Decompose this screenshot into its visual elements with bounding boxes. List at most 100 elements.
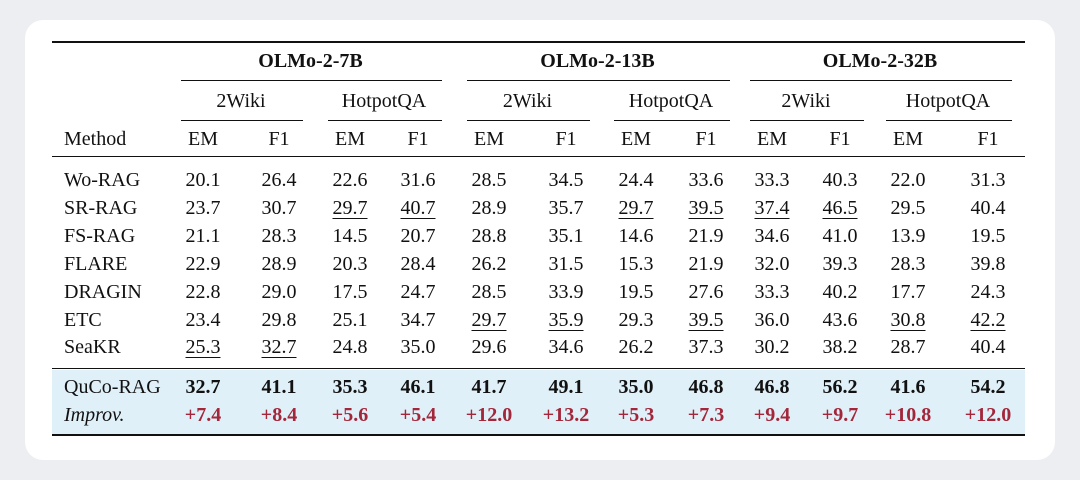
cell: 21.1	[185, 224, 221, 247]
dataset-header: HotpotQA	[341, 90, 427, 112]
cell: 33.3	[754, 169, 790, 191]
cell: 39.5	[688, 308, 724, 331]
cell: 29.0	[261, 280, 297, 303]
cell: 26.2	[471, 252, 507, 275]
method-name: DRAGIN	[64, 280, 142, 303]
cell: 29.3	[618, 308, 654, 331]
improvement: +5.6	[331, 404, 369, 426]
cell: 39.8	[970, 252, 1006, 275]
cell: 14.5	[332, 224, 368, 247]
rule	[886, 120, 1012, 121]
group-header: OLMo-2-32B	[822, 50, 938, 72]
cell: 32.7	[261, 336, 297, 359]
cell: 46.8	[754, 376, 790, 398]
cell: 28.3	[261, 224, 297, 247]
method-name: FLARE	[64, 252, 128, 275]
cell: 21.9	[688, 252, 724, 275]
cell: 46.8	[688, 376, 724, 398]
cell: 30.8	[890, 308, 926, 331]
rule	[328, 120, 442, 121]
improvement: +9.4	[753, 404, 791, 426]
cell: 32.7	[185, 376, 221, 398]
cell: 14.6	[618, 224, 654, 247]
dataset-header: HotpotQA	[628, 90, 714, 112]
cell: 40.3	[822, 169, 858, 191]
metric-header: EM	[757, 128, 787, 150]
cell: 33.6	[688, 169, 724, 191]
cell: 43.6	[822, 308, 858, 331]
cell: 22.6	[332, 169, 368, 191]
metric-header: EM	[474, 128, 504, 150]
cell: 35.9	[548, 308, 584, 331]
cell: 21.9	[688, 224, 724, 247]
cell: 46.1	[400, 376, 436, 398]
cell: 54.2	[970, 376, 1006, 398]
improvement: +5.4	[399, 404, 437, 426]
cell: 28.9	[471, 196, 507, 219]
cell: 27.6	[688, 280, 724, 303]
cell: 41.0	[822, 224, 858, 247]
metric-header: F1	[407, 128, 429, 150]
group-header: OLMo-2-13B	[540, 50, 655, 72]
group-header: OLMo-2-7B	[258, 50, 363, 72]
dataset-header: 2Wiki	[502, 90, 553, 112]
cell: 36.0	[754, 308, 790, 331]
highlight	[52, 370, 1025, 434]
cell: 40.4	[970, 196, 1006, 219]
rule	[52, 434, 1025, 436]
method-name: SR-RAG	[64, 196, 138, 219]
dataset-header: 2Wiki	[216, 90, 266, 112]
cell: 46.5	[822, 196, 858, 219]
improvement: +7.3	[687, 404, 725, 426]
cell: 41.6	[890, 376, 926, 398]
cell: 31.5	[548, 252, 584, 275]
improvement: +5.3	[617, 404, 655, 426]
method-name: ETC	[64, 308, 102, 331]
cell: 17.5	[332, 280, 368, 303]
improvement: +13.2	[542, 404, 590, 426]
cell: 56.2	[822, 376, 858, 398]
cell: 23.4	[185, 308, 221, 331]
method-name: FS-RAG	[64, 224, 136, 247]
cell: 35.0	[618, 376, 654, 398]
cell: 24.4	[618, 169, 654, 191]
cell: 41.1	[261, 376, 297, 398]
cell: 20.1	[185, 169, 221, 191]
method-name: Improv.	[64, 404, 125, 426]
cell: 33.3	[754, 280, 790, 303]
cell: 40.7	[400, 196, 436, 219]
cell: 29.7	[618, 196, 654, 219]
improvement: +9.7	[821, 404, 859, 426]
improvement: +7.4	[184, 404, 222, 426]
rule	[52, 156, 1025, 157]
cell: 34.7	[400, 308, 436, 331]
metric-header: F1	[268, 128, 290, 150]
cell: 24.7	[400, 280, 436, 303]
cell: 28.9	[261, 252, 297, 275]
cell: 17.7	[890, 280, 926, 303]
cell: 26.4	[261, 169, 297, 191]
cell: 33.9	[548, 280, 584, 303]
cell: 29.7	[471, 308, 507, 331]
cell: 35.1	[548, 224, 584, 247]
metric-header: EM	[188, 128, 218, 150]
cell: 42.2	[970, 308, 1006, 331]
metric-header: F1	[977, 128, 999, 150]
cell: 29.8	[261, 308, 297, 331]
cell: 34.5	[548, 169, 584, 191]
cell: 40.4	[970, 336, 1006, 359]
cell: 41.7	[471, 376, 507, 398]
cell: 19.5	[618, 280, 654, 303]
dataset-header: 2Wiki	[781, 90, 831, 112]
cell: 28.8	[471, 224, 507, 247]
cell: 13.9	[890, 224, 926, 247]
cell: 25.1	[332, 308, 368, 331]
cell: 31.3	[970, 169, 1006, 191]
method-name: QuCo-RAG	[64, 376, 161, 398]
cell: 22.9	[185, 252, 221, 275]
cell: 19.5	[970, 224, 1006, 247]
cell: 26.2	[618, 336, 654, 359]
cell: 28.5	[471, 280, 507, 303]
